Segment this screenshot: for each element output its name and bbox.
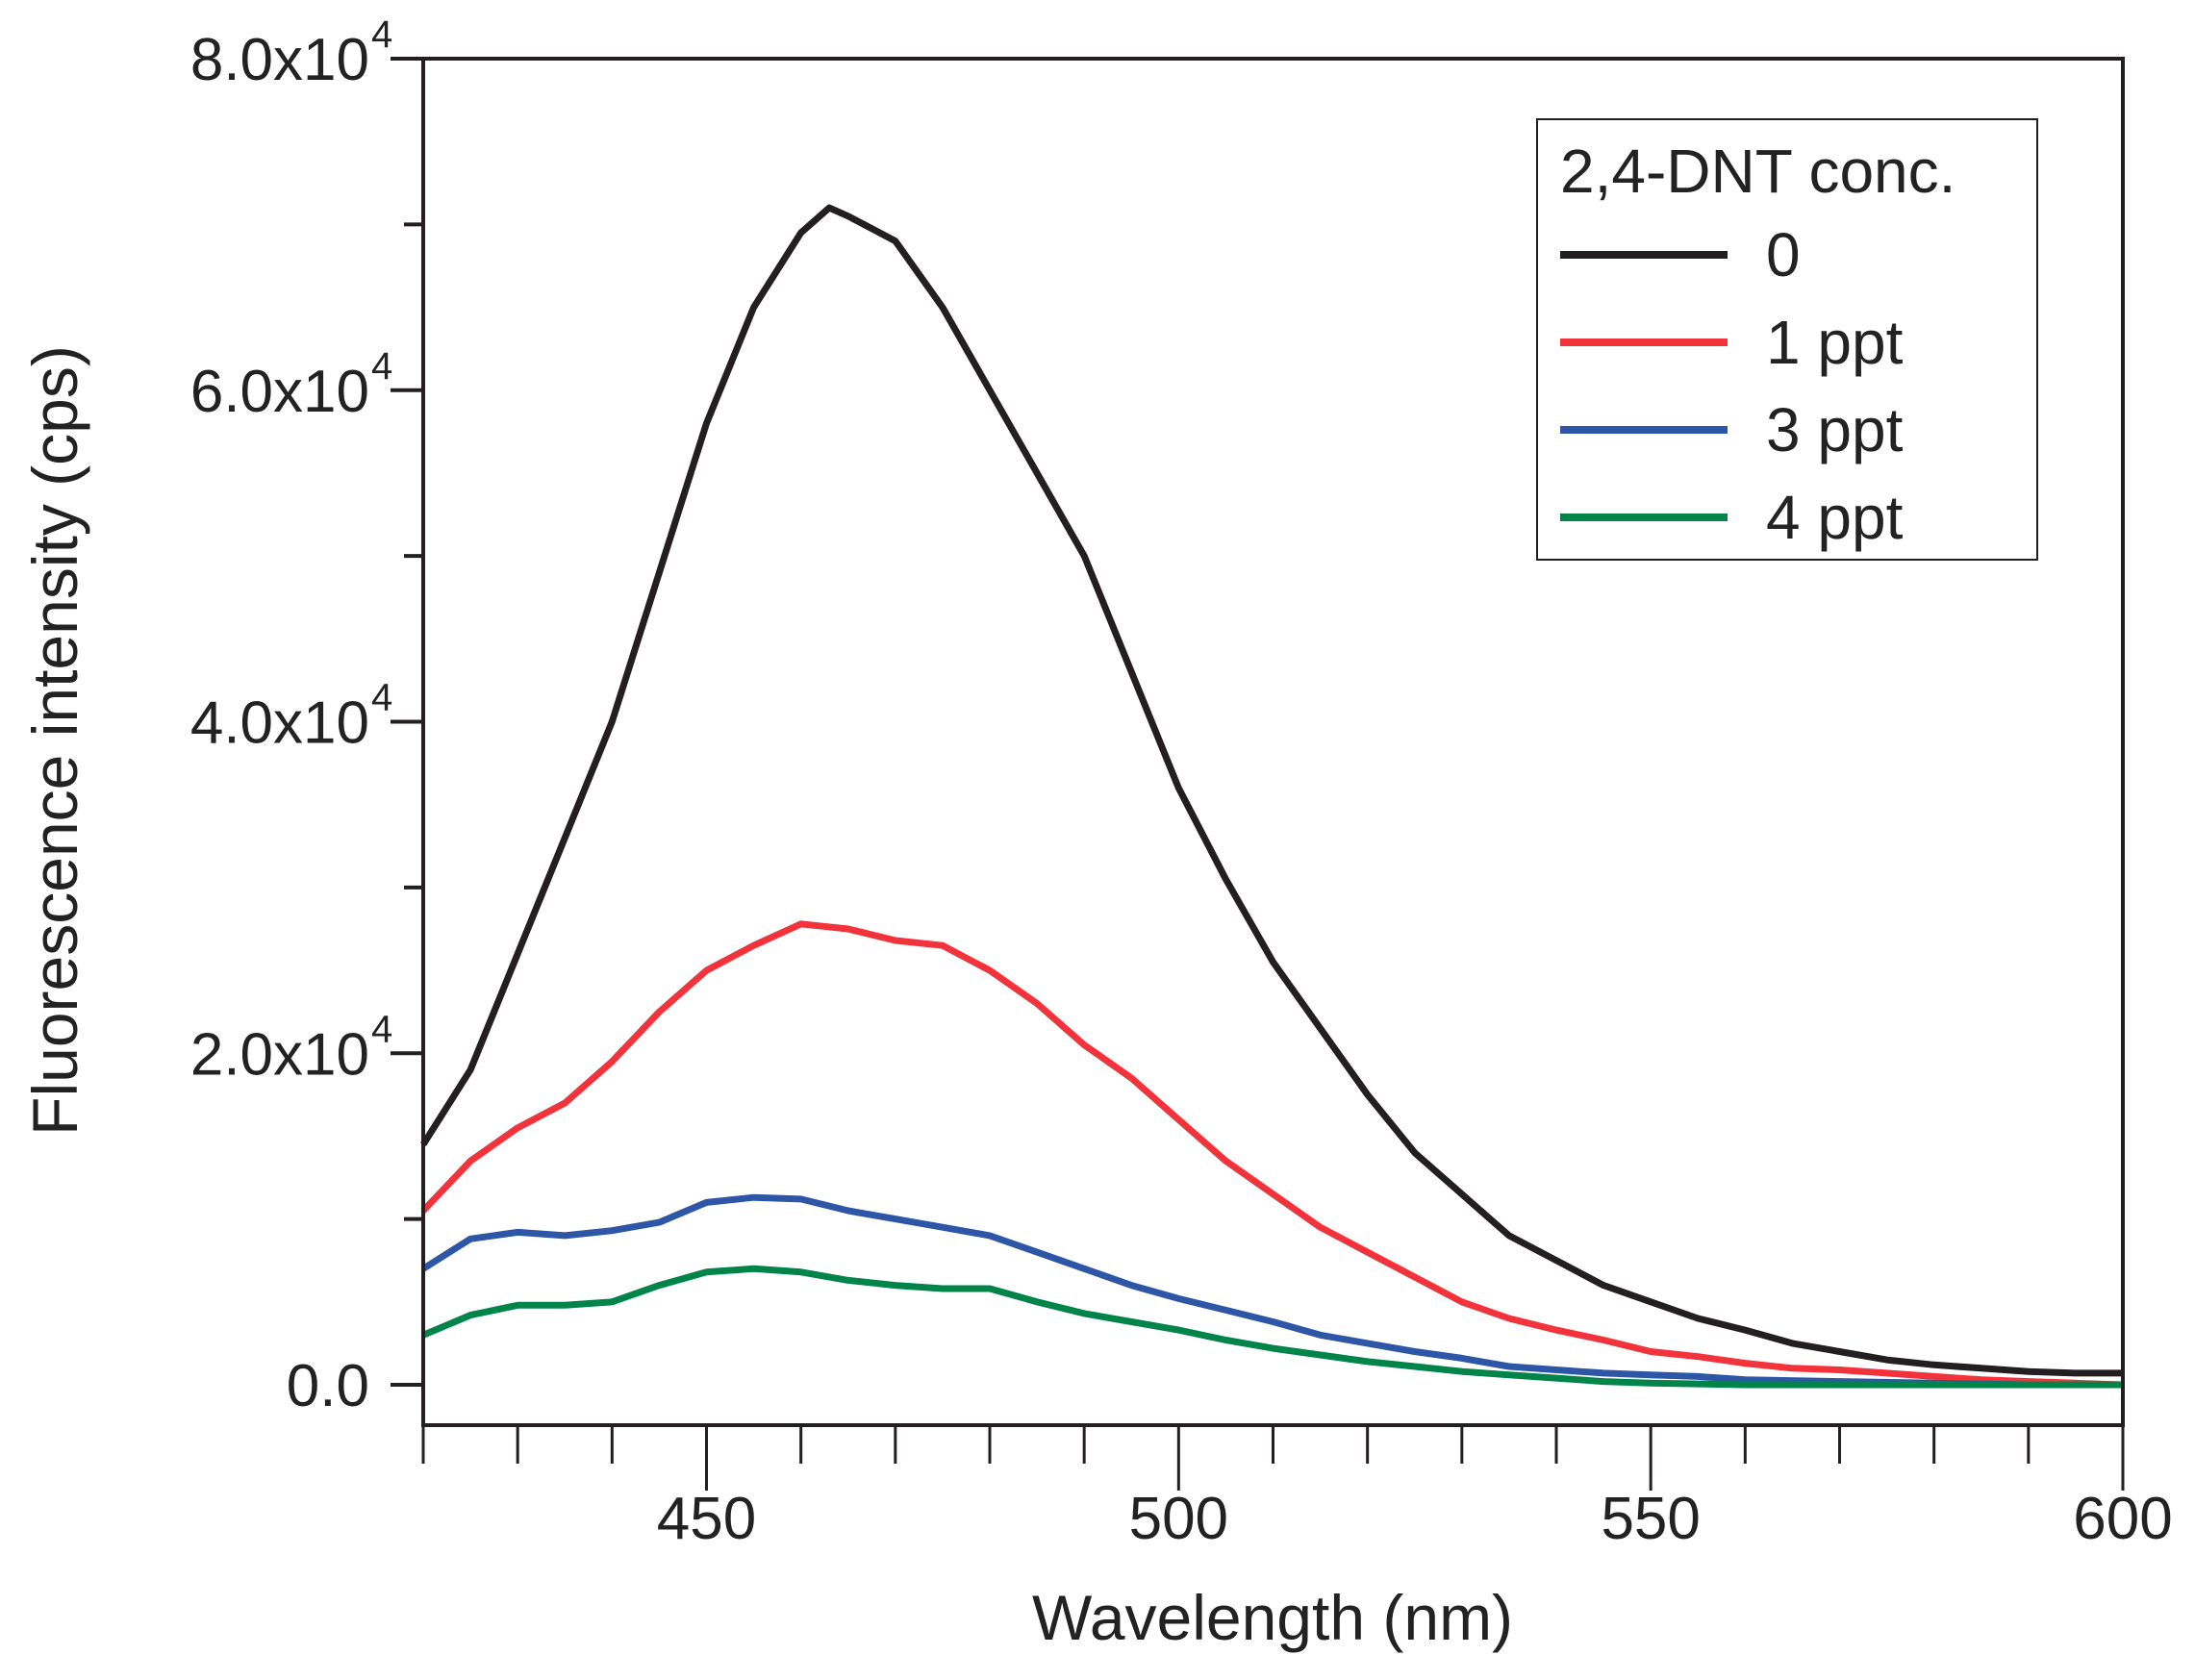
x-axis: 450 500 550 600: [421, 1425, 2173, 1552]
y-tick-exponent: 4: [371, 345, 392, 388]
legend-label-1: 1 ppt: [1766, 308, 1904, 377]
legend-title: 2,4-DNT conc.: [1560, 137, 1955, 206]
y-tick-label: 6.0x10: [190, 359, 369, 425]
y-tick-label: 8.0x10: [190, 27, 369, 93]
y-tick-exponent: 4: [371, 1008, 392, 1050]
x-tick-label: 600: [2073, 1486, 2172, 1552]
x-tick-label: 450: [657, 1486, 756, 1552]
y-axis-title: Fluorescence intensity (cps): [19, 345, 90, 1136]
legend: 2,4-DNT conc. 0 1 ppt 3 ppt 4 ppt: [1536, 118, 2038, 561]
series-line-1: [420, 920, 2124, 1389]
series-line-2: [421, 1193, 2123, 1389]
series-line-0: [420, 204, 2123, 1377]
x-tick-label: 550: [1601, 1486, 1700, 1552]
series-lines: [420, 204, 2124, 1389]
y-tick-exponent: 4: [371, 677, 392, 719]
series-line-3: [421, 1265, 2123, 1389]
y-tick-exponent: 4: [371, 13, 392, 56]
legend-label-3: 4 ppt: [1766, 483, 1904, 552]
x-axis-title: Wavelength (nm): [1032, 1582, 1513, 1653]
x-tick-label: 500: [1129, 1486, 1228, 1552]
y-axis: 0.02.0x10 44.0x10 46.0x10 48.0x10 4: [190, 13, 423, 1419]
y-tick-label: 4.0x10: [190, 690, 369, 757]
legend-label-0: 0: [1766, 220, 1801, 289]
y-tick-label: 2.0x10: [190, 1021, 369, 1088]
y-tick-label: 0.0: [287, 1353, 369, 1419]
legend-label-2: 3 ppt: [1766, 395, 1904, 464]
